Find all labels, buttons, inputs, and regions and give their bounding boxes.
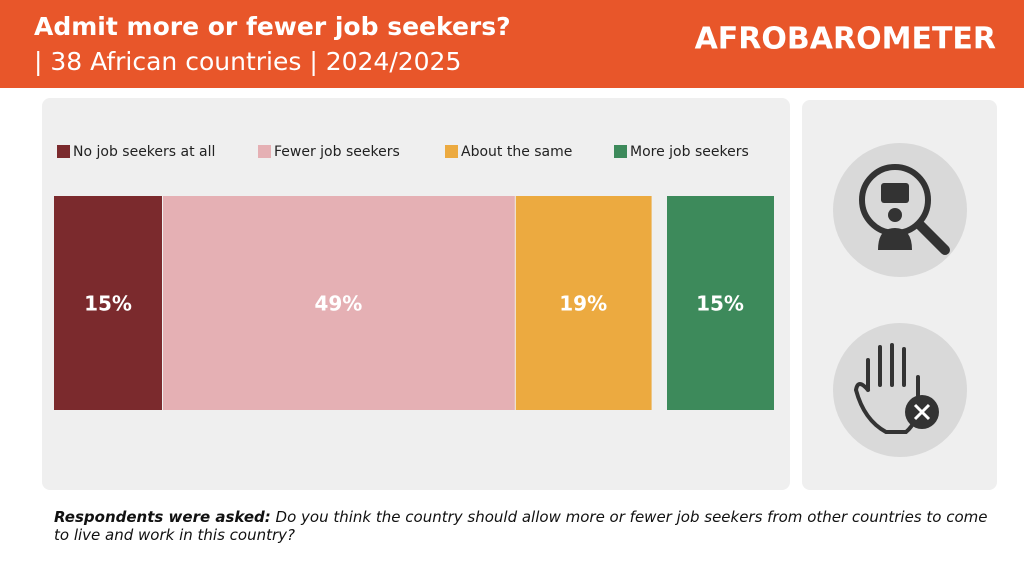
note-text: Do you think the country should allow mo… [54,508,988,544]
legend-swatch [57,145,70,158]
value-label: 15% [696,292,744,316]
header-band [0,0,1024,88]
bar-segment [515,196,652,410]
legend-swatch [445,145,458,158]
title: Admit more or fewer job seekers? [34,12,511,41]
subtitle: | 38 African countries | 2024/2025 [34,47,461,76]
bar-segment [163,196,515,410]
value-label: 15% [84,292,132,316]
value-label: 19% [559,292,607,316]
question-note: Respondents were asked: Do you think the… [54,508,994,544]
search-icon [833,143,967,277]
legend-label: More job seekers [630,144,749,160]
legend-label: Fewer job seekers [274,144,400,160]
bar-segment [54,196,162,410]
legend-swatch [258,145,271,158]
stop-hand-icon [833,323,967,457]
legend-swatch [614,145,627,158]
value-label: 49% [314,292,362,316]
logo: AFROBAROMETER [695,22,996,57]
legend-label: No job seekers at all [73,144,215,160]
legend-label: About the same [461,144,572,160]
note-lead: Respondents were asked: [54,508,271,526]
bar-segment [667,196,774,410]
